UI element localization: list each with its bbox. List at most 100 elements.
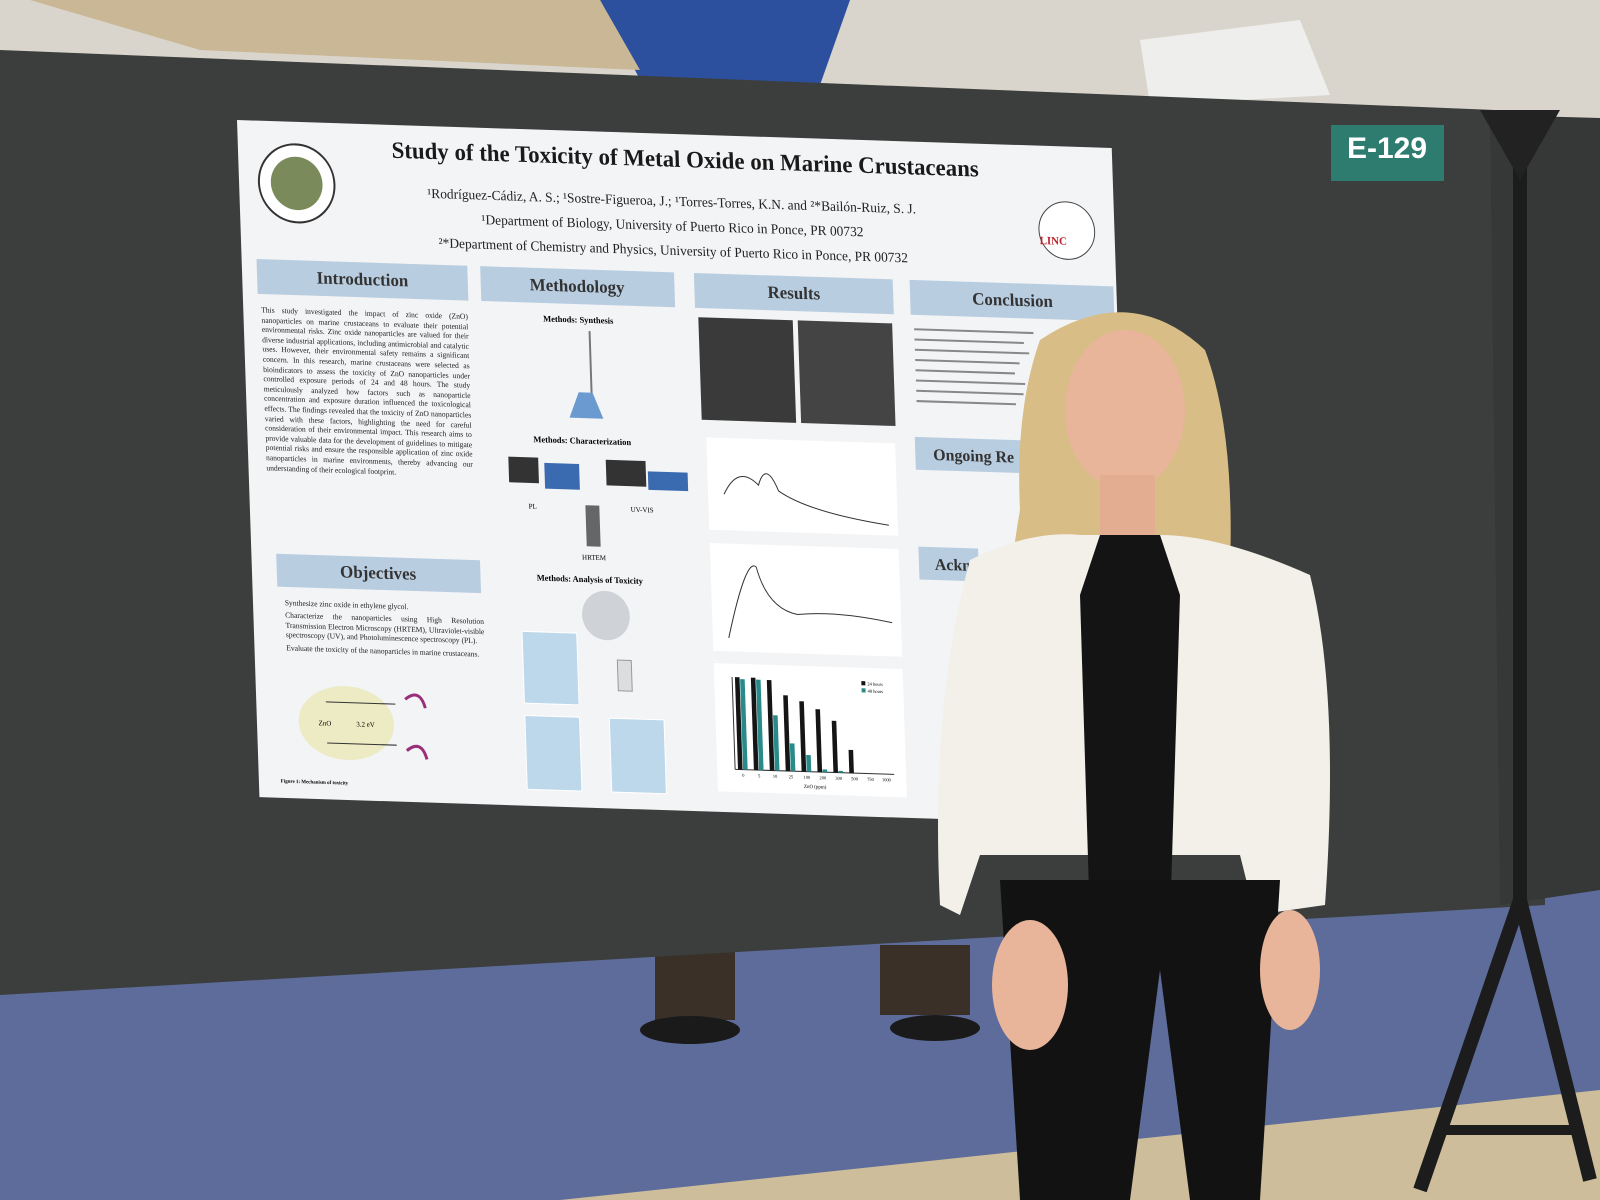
pl-spectrum [709,543,903,657]
legend-label: 48 hours [867,689,883,695]
bar [815,709,823,773]
mechanism-arrow [405,744,429,760]
tem-image [797,320,896,426]
section-heading: Methodology [529,275,625,297]
booth-number: E-129 [1347,132,1427,165]
section-header [918,546,980,582]
side-board [1490,115,1600,905]
legend-swatch [861,688,866,693]
objective-item: Characterize the nanoparticles using Hig… [285,610,485,646]
bar [822,769,828,773]
trousers [1000,880,1280,1200]
mechanism-label: 3.2 eV [356,720,376,729]
section-heading: Objectives [340,562,417,584]
well-plate [608,717,667,795]
x-tick-label: 750 [867,777,875,782]
conclusion-lines [914,328,1034,406]
visitor-legs [880,945,970,1015]
uv-spectrum [706,437,899,536]
section-heading: Conclusion [972,289,1054,311]
visitor-shoe [640,1016,740,1044]
bar [755,679,764,771]
section-heading: Ongoing Re [933,447,1014,467]
x-tick-label: 1000 [882,777,892,782]
method-label: HRTEM [582,553,607,562]
ceiling-duct [30,0,640,70]
bar [750,677,759,771]
figure-caption: Figure 1: Mechanism of toxicity [281,778,349,786]
method-label: PL [529,502,537,510]
section-heading: Results [767,283,820,304]
method-label: UV-VIS [631,506,654,515]
booth-sign [1331,125,1444,181]
objectives-list: Synthesize zinc oxide in ethylene glycol… [275,598,486,659]
x-tick-label: 0 [742,773,745,778]
text-line [916,389,1024,396]
well-plate [521,630,580,706]
ceiling-fixture [1140,20,1330,105]
text-line [915,369,1015,375]
text-line [915,358,1020,365]
well-plate [524,714,583,792]
bar [831,720,838,773]
instrument-icon [647,471,689,492]
top [1080,535,1180,925]
viability-plot: 0 5 10 25 100 200 300 500 750 1000 ZnO (ppm) 24 hou… [731,676,895,791]
ceiling-banner [600,0,850,85]
face [1065,330,1185,490]
x-tick-label: 5 [758,773,761,778]
intro-text: This study investigated the impact of zi… [261,305,473,477]
neck [1100,475,1155,535]
section-heading: Introduction [316,268,409,290]
section-header [914,436,1036,474]
bar [734,677,743,770]
stand-leg [1413,897,1527,1193]
method-subheading: Methods: Analysis of Toxicity [537,572,644,586]
section-heading: Ackn [935,557,972,575]
x-tick-label: 300 [835,776,843,781]
tem-image [698,317,797,423]
mechanism-arrow [404,693,427,709]
x-tick-label: 100 [803,775,811,780]
spectrum-line [723,473,889,526]
section-header [480,266,676,308]
lab-logo [1038,201,1096,260]
intro-box: This study investigated the impact of zi… [261,305,473,477]
objective-item: Evaluate the toxicity of the nanoparticl… [286,642,480,659]
poster: LINC Study of the Toxicity of Metal Oxid… [237,120,1135,826]
x-axis-label: ZnO (ppm) [804,783,827,791]
x-tick-label: 500 [851,776,859,781]
board-bracket [1480,110,1560,180]
bar [783,695,791,772]
visitor-legs [655,950,735,1020]
bar [766,679,775,771]
bar [838,770,844,773]
bar [740,679,748,770]
band-line [327,742,397,746]
bar [799,701,807,772]
visitor-shoe [890,1015,980,1041]
text-line [914,348,1030,355]
method-subheading: Methods: Characterization [533,434,631,447]
text-line [914,328,1034,335]
pc-icon [605,459,647,487]
spectrum-line [728,565,893,639]
objectives-box: Synthesize zinc oxide in ethylene glycol… [275,598,486,659]
bar [773,715,780,771]
section-header [909,279,1115,322]
lab-logo-text: LINC [1039,235,1067,248]
microscope-icon [585,505,601,547]
x-tick-label: 10 [773,774,778,779]
legend-label: 24 hours [867,681,883,687]
bar [789,743,796,772]
hand [1260,910,1320,1030]
bar [848,749,854,774]
mechanism-label: ZnO [318,719,331,728]
mechanism-diagram [298,686,395,761]
text-line [916,400,1016,406]
pc-icon [508,456,539,484]
instrument-icon [544,462,580,490]
text-line [915,379,1026,386]
